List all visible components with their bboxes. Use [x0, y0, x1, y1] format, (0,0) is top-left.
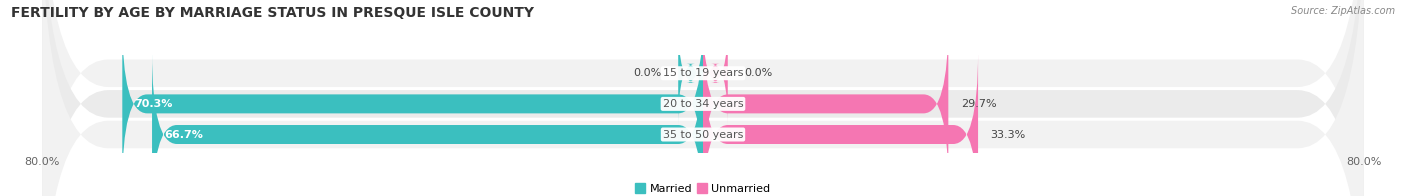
Text: 35 to 50 years: 35 to 50 years [662, 130, 744, 140]
FancyBboxPatch shape [703, 22, 728, 125]
Text: 70.3%: 70.3% [135, 99, 173, 109]
Text: 0.0%: 0.0% [744, 68, 772, 78]
Text: 66.7%: 66.7% [165, 130, 204, 140]
FancyBboxPatch shape [703, 52, 979, 196]
FancyBboxPatch shape [42, 0, 1364, 196]
Text: FERTILITY BY AGE BY MARRIAGE STATUS IN PRESQUE ISLE COUNTY: FERTILITY BY AGE BY MARRIAGE STATUS IN P… [11, 6, 534, 20]
Text: 20 to 34 years: 20 to 34 years [662, 99, 744, 109]
Legend: Married, Unmarried: Married, Unmarried [631, 179, 775, 196]
FancyBboxPatch shape [703, 22, 948, 186]
Text: Source: ZipAtlas.com: Source: ZipAtlas.com [1291, 6, 1395, 16]
Text: 15 to 19 years: 15 to 19 years [662, 68, 744, 78]
FancyBboxPatch shape [122, 22, 703, 186]
FancyBboxPatch shape [42, 0, 1364, 196]
Text: 33.3%: 33.3% [990, 130, 1026, 140]
Text: 29.7%: 29.7% [960, 99, 997, 109]
Text: 0.0%: 0.0% [634, 68, 662, 78]
FancyBboxPatch shape [678, 22, 703, 125]
FancyBboxPatch shape [42, 0, 1364, 196]
FancyBboxPatch shape [152, 52, 703, 196]
